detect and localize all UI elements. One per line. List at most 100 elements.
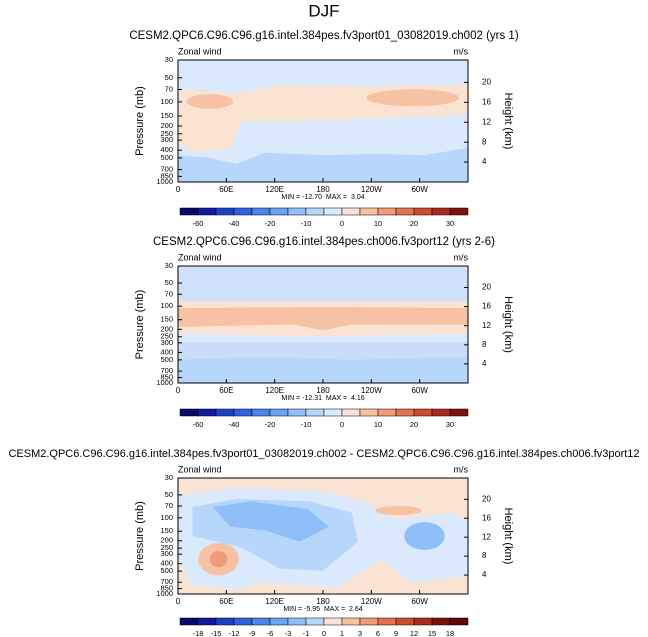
y-tick-label: 70 <box>165 289 173 298</box>
contour-fill <box>375 505 422 516</box>
colorbar-box <box>197 408 217 417</box>
colorbar-box <box>431 207 451 216</box>
x-tick-label: 120E <box>265 185 284 194</box>
colorbar-label: 20 <box>410 420 418 429</box>
x-tick-label: 180 <box>316 597 330 606</box>
colorbar-label: 10 <box>374 420 382 429</box>
contour-fill <box>186 94 234 109</box>
colorbar-label: 12 <box>410 629 418 637</box>
colorbar-box <box>215 617 235 626</box>
colorbar-box <box>377 408 397 417</box>
colorbar-label: -3 <box>285 629 292 637</box>
colorbar-box <box>413 617 433 626</box>
y-tick-label: 400 <box>160 145 173 154</box>
figure-title: DJF <box>308 1 339 20</box>
y-tick-label: 300 <box>160 135 173 144</box>
colorbar-label: 30 <box>446 420 454 429</box>
y-tick-label: 500 <box>160 355 173 364</box>
colorbar-box <box>251 207 271 216</box>
colorbar-label: 30 <box>446 219 454 228</box>
y-tick-label: 250 <box>160 543 173 552</box>
colorbar-box <box>269 408 289 417</box>
y-tick-label: 300 <box>160 549 173 558</box>
y-tick-label: 400 <box>160 347 173 356</box>
colorbar-box <box>449 207 469 216</box>
colorbar-label: -10 <box>301 420 312 429</box>
y-tick-label: 700 <box>160 165 173 174</box>
y-tick-label: 500 <box>160 566 173 575</box>
colorbar-box <box>269 617 289 626</box>
colorbar-box <box>449 408 469 417</box>
colorbar-box <box>341 408 361 417</box>
x-tick-label: 120E <box>265 386 284 395</box>
colorbar-box <box>305 207 325 216</box>
contour-fill <box>209 551 228 568</box>
y-tick-label: 70 <box>165 501 173 510</box>
contours <box>178 266 468 383</box>
colorbar-label: -1 <box>303 629 310 637</box>
y-tick-label: 1000 <box>156 378 173 387</box>
y-tick-label: 850 <box>160 584 173 593</box>
colorbar-label: 10 <box>374 219 382 228</box>
colorbar-label: -12 <box>229 629 240 637</box>
colorbar-label: -40 <box>229 420 240 429</box>
y2-tick-label: 4 <box>482 570 487 579</box>
stats: MIN = -12.70 MAX = 3.04 <box>281 194 364 201</box>
colorbar-box <box>359 207 379 216</box>
y-tick-label: 30 <box>165 473 173 482</box>
contour-fill <box>178 306 468 331</box>
y-tick-label: 1000 <box>156 177 173 186</box>
panel-title: CESM2.QPC6.C96.C96.g16.intel.384pes.ch00… <box>153 236 495 248</box>
contour-fill <box>178 266 468 302</box>
y2-tick-label: 8 <box>482 340 487 349</box>
colorbar-box <box>341 617 361 626</box>
right-label: m/s <box>454 464 469 474</box>
colorbar-label: 20 <box>410 219 418 228</box>
colorbar-box <box>197 207 217 216</box>
y2-tick-label: 4 <box>482 359 487 368</box>
y2-tick-label: 16 <box>482 97 491 106</box>
colorbar-label: 18 <box>446 629 454 637</box>
colorbar-box <box>233 207 253 216</box>
y-tick-label: 700 <box>160 577 173 586</box>
colorbar-box <box>269 207 289 216</box>
left-label: Zonal wind <box>178 252 222 262</box>
colorbar-label: -6 <box>267 629 274 637</box>
colorbar-box <box>233 617 253 626</box>
contour-fill <box>178 357 468 383</box>
y2-tick-label: 8 <box>482 551 487 560</box>
panel: CESM2.QPC6.C96.C96.g16.intel.384pes.fv3p… <box>8 448 639 637</box>
colorbar-label: -10 <box>301 219 312 228</box>
colorbar-label: 6 <box>376 629 380 637</box>
colorbar-box <box>287 408 307 417</box>
y-tick-label: 100 <box>160 97 173 106</box>
y-tick-label: 300 <box>160 338 173 347</box>
y-tick-label: 50 <box>165 490 173 499</box>
y-tick-label: 30 <box>165 261 173 270</box>
panel: CESM2.QPC6.C96.C96.g16.intel.384pes.fv3p… <box>129 30 518 228</box>
right-label: m/s <box>454 46 469 56</box>
stats: MIN = -12.31 MAX = 4.16 <box>281 395 364 402</box>
stats: MIN = -5.95 MAX = 2.64 <box>283 606 362 613</box>
panel: CESM2.QPC6.C96.C96.g16.intel.384pes.ch00… <box>134 236 514 429</box>
x-tick-label: 120E <box>265 597 284 606</box>
y2-tick-label: 20 <box>482 78 491 87</box>
colorbar-box <box>197 617 217 626</box>
x-tick-label: 0 <box>176 185 181 194</box>
colorbar-box <box>233 408 253 417</box>
y-tick-label: 500 <box>160 153 173 162</box>
x-tick-label: 180 <box>316 185 330 194</box>
colorbar-label: -9 <box>249 629 256 637</box>
colorbar-box <box>323 617 343 626</box>
y2-axis-title: Height (km) <box>502 296 514 353</box>
left-label: Zonal wind <box>178 464 222 474</box>
y-tick-label: 850 <box>160 373 173 382</box>
y2-tick-label: 12 <box>482 532 491 541</box>
contours <box>178 60 468 182</box>
colorbar-box <box>323 207 343 216</box>
y-tick-label: 1000 <box>156 589 173 598</box>
x-tick-label: 60W <box>411 185 428 194</box>
x-tick-label: 0 <box>176 597 181 606</box>
colorbar-label: -40 <box>229 219 240 228</box>
